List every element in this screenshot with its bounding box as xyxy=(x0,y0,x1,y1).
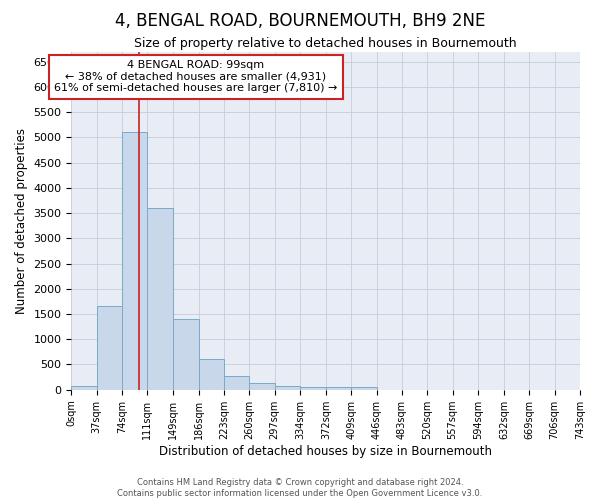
Bar xyxy=(352,386,377,390)
Text: 4, BENGAL ROAD, BOURNEMOUTH, BH9 2NE: 4, BENGAL ROAD, BOURNEMOUTH, BH9 2NE xyxy=(115,12,485,30)
Bar xyxy=(122,132,148,390)
Text: 4 BENGAL ROAD: 99sqm
← 38% of detached houses are smaller (4,931)
61% of semi-de: 4 BENGAL ROAD: 99sqm ← 38% of detached h… xyxy=(55,60,338,94)
Bar xyxy=(250,383,275,390)
Bar xyxy=(71,386,97,390)
Bar xyxy=(148,208,173,390)
Text: Contains HM Land Registry data © Crown copyright and database right 2024.
Contai: Contains HM Land Registry data © Crown c… xyxy=(118,478,482,498)
Bar xyxy=(275,386,300,390)
Bar xyxy=(97,306,122,390)
X-axis label: Distribution of detached houses by size in Bournemouth: Distribution of detached houses by size … xyxy=(159,444,492,458)
Bar xyxy=(173,319,199,390)
Title: Size of property relative to detached houses in Bournemouth: Size of property relative to detached ho… xyxy=(134,38,517,51)
Bar xyxy=(326,386,352,390)
Bar xyxy=(224,376,250,390)
Y-axis label: Number of detached properties: Number of detached properties xyxy=(15,128,28,314)
Bar xyxy=(199,360,224,390)
Bar xyxy=(300,386,326,390)
